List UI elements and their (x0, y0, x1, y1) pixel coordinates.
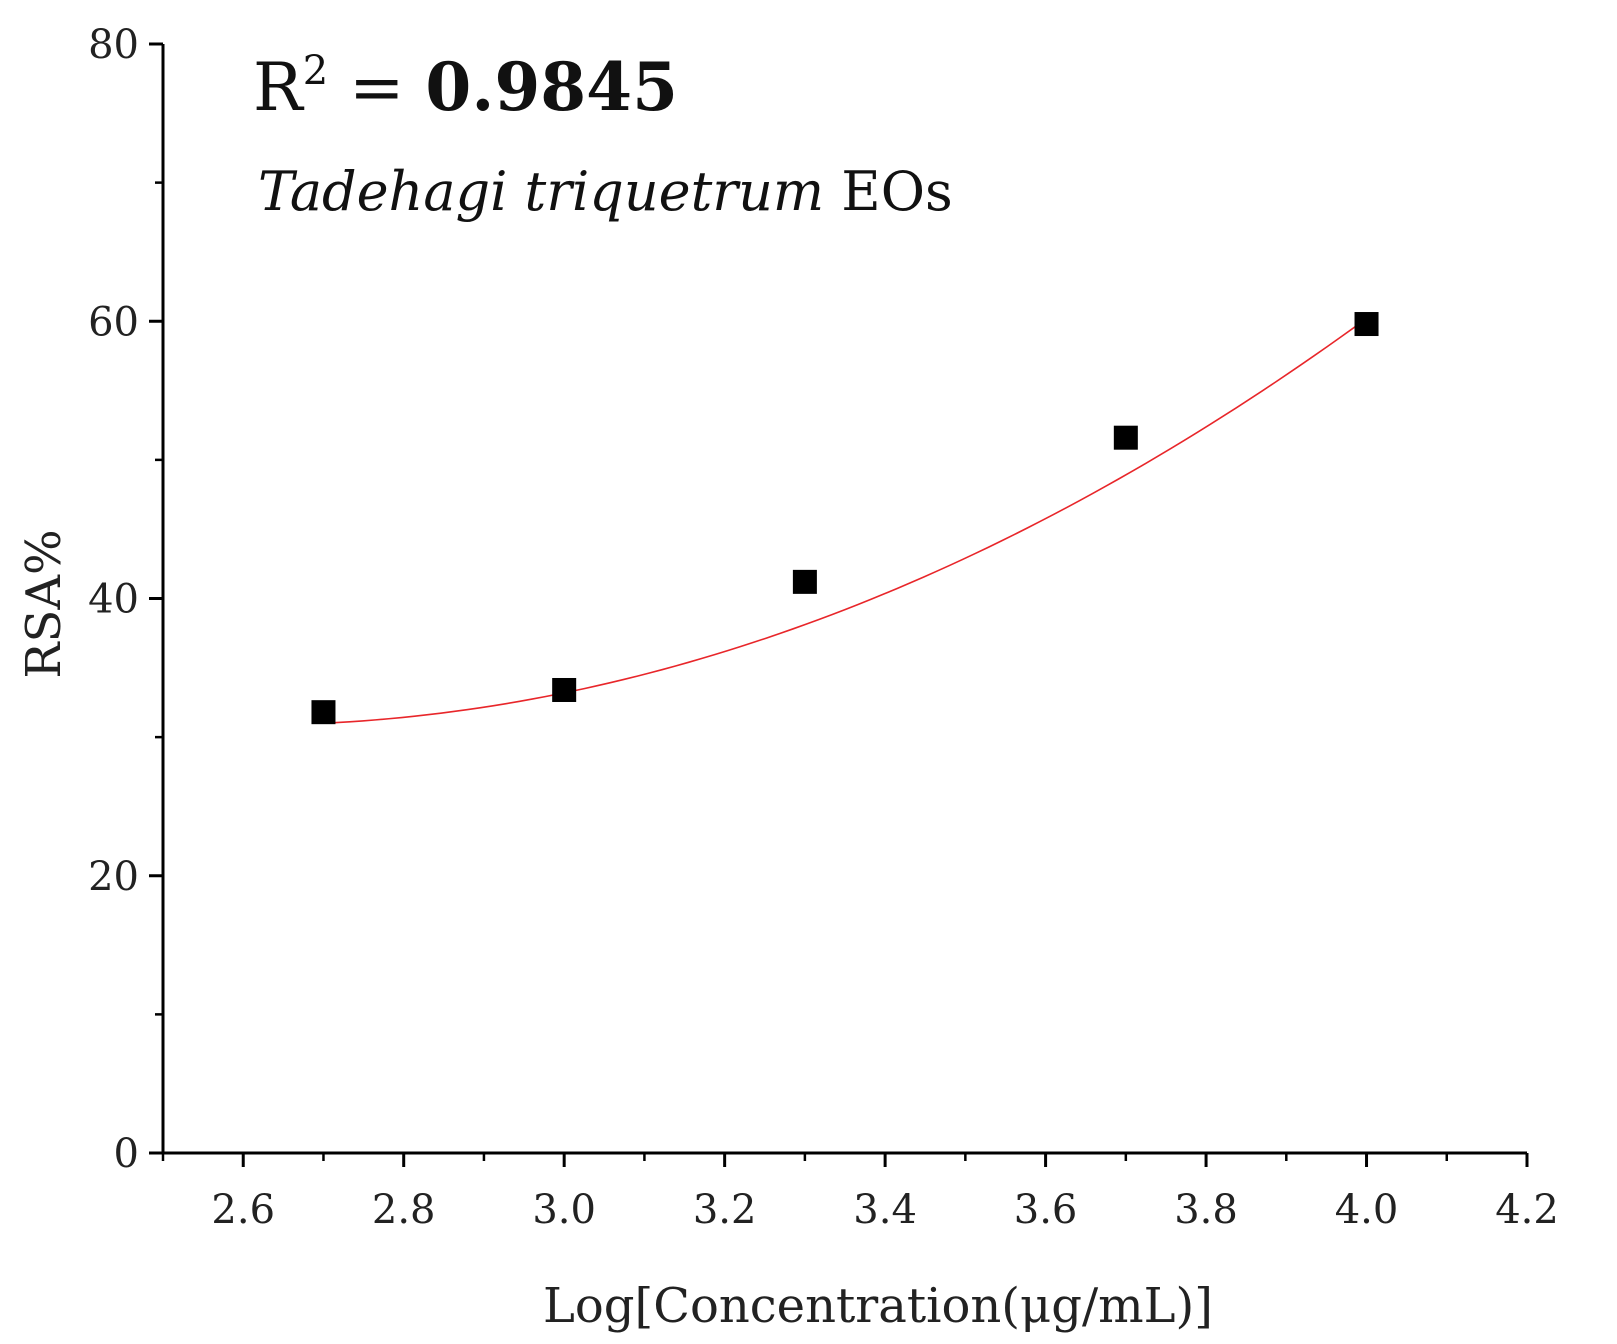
r-squared-equals: = (328, 49, 425, 126)
x-tick-label: 3.0 (532, 1187, 596, 1233)
r-squared-superscript: 2 (303, 48, 328, 94)
x-tick-label: 4.2 (1495, 1187, 1559, 1233)
species-suffix: EOs (824, 160, 953, 223)
y-tick-label: 40 (88, 577, 139, 623)
data-point (1354, 312, 1379, 337)
data-point (1113, 425, 1138, 450)
x-tick-label: 3.6 (1014, 1187, 1078, 1233)
data-point (552, 677, 577, 702)
species-name: Tadehagi triquetrum (258, 160, 824, 223)
axes-layer: 2.6 2.8 3.0 3.2 3.4 3.6 3.8 4.0 4.2 0 20 40 60 80 (88, 22, 1559, 1233)
x-tick-label: 2.8 (372, 1187, 436, 1233)
y-tick-label: 0 (114, 1131, 139, 1177)
annotation-r-squared: R2 = 0.9845 (253, 48, 678, 126)
x-tick-label: 3.8 (1174, 1187, 1238, 1233)
x-tick-label: 4.0 (1335, 1187, 1399, 1233)
data-point (792, 569, 817, 594)
r-squared-label: R (253, 49, 305, 126)
x-tick-label: 3.2 (693, 1187, 757, 1233)
y-tick-label: 80 (88, 22, 139, 68)
data-points-layer (311, 312, 1379, 725)
y-axis-title: RSA% (16, 529, 72, 678)
fit-curve (323, 317, 1367, 725)
fit-curve-layer (323, 317, 1367, 725)
y-tick-label: 60 (88, 299, 139, 345)
x-tick-label: 2.6 (211, 1187, 275, 1233)
annotation-species: Tadehagi triquetrum EOs (258, 160, 953, 223)
r-squared-value: 0.9845 (425, 48, 678, 126)
data-point (311, 700, 336, 725)
x-tick-label: 3.4 (853, 1187, 917, 1233)
x-axis-title: Log[Concentration(μg/mL)] (543, 1278, 1213, 1334)
y-tick-label: 20 (88, 854, 139, 900)
